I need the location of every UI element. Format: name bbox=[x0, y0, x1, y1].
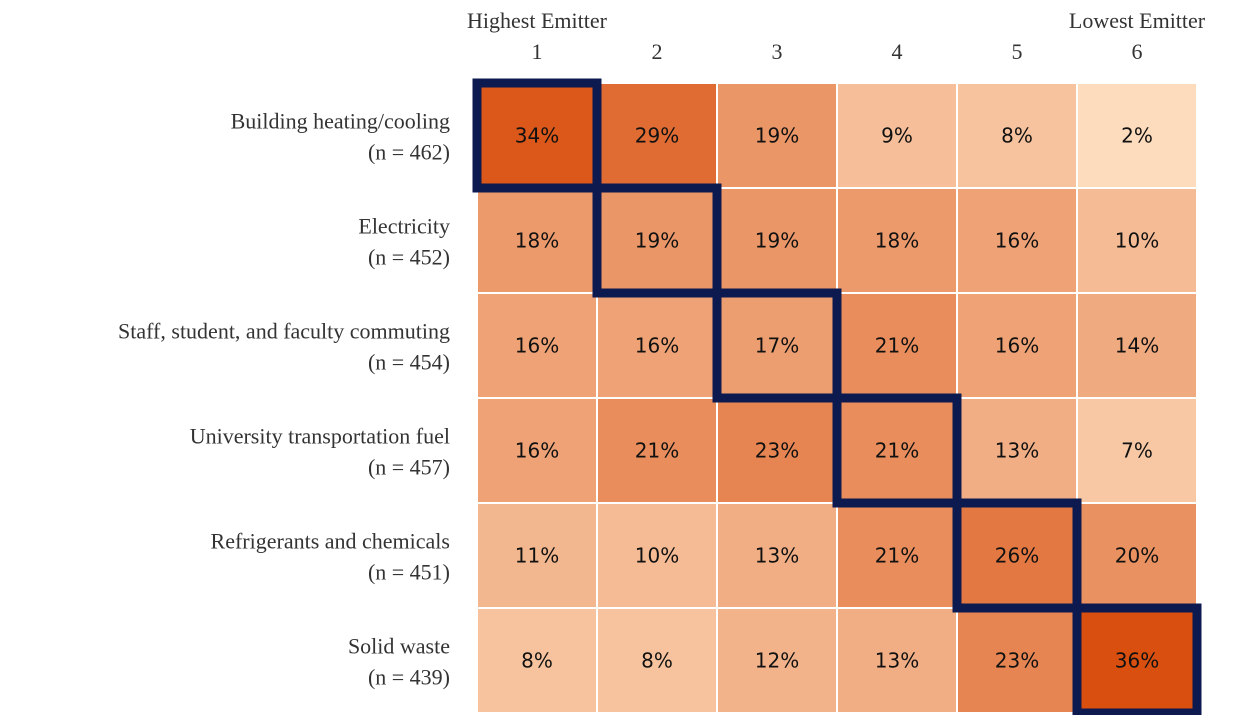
row-label: Refrigerants and chemicals bbox=[211, 529, 450, 554]
cell-value-label: 20% bbox=[1115, 544, 1159, 568]
row-label: Electricity bbox=[358, 214, 450, 239]
column-label-5: 5 bbox=[1012, 39, 1023, 64]
column-label-3: 3 bbox=[772, 39, 783, 64]
cell-value-label: 18% bbox=[515, 229, 559, 253]
row-label: Solid waste bbox=[348, 634, 450, 659]
cell-value-label: 19% bbox=[755, 124, 799, 148]
column-labels: 1 2 3 4 5 6 bbox=[532, 39, 1143, 64]
heatmap-cell bbox=[716, 187, 838, 294]
cell-value-label: 10% bbox=[635, 544, 679, 568]
cell-value-label: 8% bbox=[521, 649, 553, 673]
cell-value-label: 23% bbox=[995, 649, 1039, 673]
row-label: Staff, student, and faculty commuting bbox=[118, 319, 450, 344]
heatmap-cell bbox=[836, 607, 958, 714]
cell-value-label: 16% bbox=[995, 229, 1039, 253]
cell-value-label: 9% bbox=[881, 124, 913, 148]
cell-value-label: 12% bbox=[755, 649, 799, 673]
heatmap-cell bbox=[1076, 187, 1198, 294]
heatmap-cell bbox=[476, 397, 598, 504]
cell-value-label: 7% bbox=[1121, 439, 1153, 463]
column-label-4: 4 bbox=[892, 39, 903, 64]
heatmap-cell bbox=[956, 502, 1078, 609]
cell-value-label: 16% bbox=[515, 439, 559, 463]
cell-value-label: 8% bbox=[641, 649, 673, 673]
heatmap-cell bbox=[596, 82, 718, 189]
cell-value-label: 17% bbox=[755, 334, 799, 358]
column-label-1: 1 bbox=[532, 39, 543, 64]
cell-value-label: 19% bbox=[755, 229, 799, 253]
cell-value-label: 16% bbox=[515, 334, 559, 358]
cell-value-label: 19% bbox=[635, 229, 679, 253]
column-header-right: Lowest Emitter bbox=[1069, 8, 1206, 33]
cell-value-label: 26% bbox=[995, 544, 1039, 568]
heatmap-cell bbox=[596, 292, 718, 399]
heatmap-cell bbox=[476, 292, 598, 399]
row-n-label: (n = 451) bbox=[368, 560, 450, 585]
heatmap-cell bbox=[836, 502, 958, 609]
cell-value-label: 36% bbox=[1115, 649, 1159, 673]
cell-value-label: 13% bbox=[875, 649, 919, 673]
cell-value-label: 16% bbox=[995, 334, 1039, 358]
cell-value-label: 21% bbox=[875, 544, 919, 568]
cell-value-label: 10% bbox=[1115, 229, 1159, 253]
row-n-label: (n = 454) bbox=[368, 350, 450, 375]
heatmap-cell bbox=[1076, 292, 1198, 399]
row-label: Building heating/cooling bbox=[231, 109, 450, 134]
cell-value-label: 23% bbox=[755, 439, 799, 463]
cell-value-label: 21% bbox=[875, 439, 919, 463]
cell-value-label: 2% bbox=[1121, 124, 1153, 148]
heatmap-cell bbox=[1076, 397, 1198, 504]
diagonal-highlight-outline bbox=[472, 78, 1202, 715]
heatmap-cell bbox=[596, 187, 718, 294]
column-header-left: Highest Emitter bbox=[467, 8, 608, 33]
row-n-label: (n = 452) bbox=[368, 245, 450, 270]
cell-value-label: 29% bbox=[635, 124, 679, 148]
cell-value-label: 18% bbox=[875, 229, 919, 253]
cell-value-label: 21% bbox=[635, 439, 679, 463]
cell-value-label: 11% bbox=[515, 544, 559, 568]
cell-value-label: 8% bbox=[1001, 124, 1033, 148]
cell-value-label: 16% bbox=[635, 334, 679, 358]
cell-value-label: 34% bbox=[515, 124, 559, 148]
diagonal-highlight bbox=[472, 78, 1202, 715]
row-labels: Building heating/cooling (n = 462) Electri… bbox=[118, 109, 450, 690]
cell-value-label: 14% bbox=[1115, 334, 1159, 358]
heatmap-cell bbox=[716, 292, 838, 399]
row-n-label: (n = 439) bbox=[368, 665, 450, 690]
column-label-2: 2 bbox=[652, 39, 663, 64]
cell-value-label: 13% bbox=[755, 544, 799, 568]
cell-value-label: 13% bbox=[995, 439, 1039, 463]
heatmap-cell bbox=[476, 82, 598, 189]
row-n-label: (n = 457) bbox=[368, 455, 450, 480]
heatmap-cell bbox=[956, 292, 1078, 399]
row-label: University transportation fuel bbox=[190, 424, 450, 449]
row-n-label: (n = 462) bbox=[368, 140, 450, 165]
heatmap-cell bbox=[596, 607, 718, 714]
heatmap-cell bbox=[716, 607, 838, 714]
heatmap-cell bbox=[716, 397, 838, 504]
heatmap-cell bbox=[716, 502, 838, 609]
column-label-6: 6 bbox=[1132, 39, 1143, 64]
cell-value-label: 21% bbox=[875, 334, 919, 358]
